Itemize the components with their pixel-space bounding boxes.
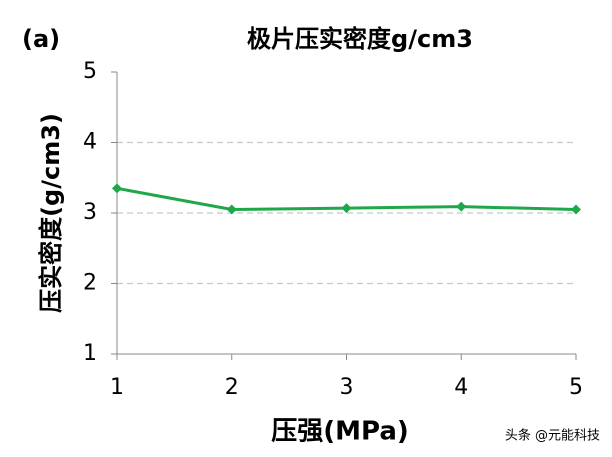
y-tick-label: 4 xyxy=(83,130,97,155)
data-point xyxy=(341,203,352,214)
chart-title: 极片压实密度g/cm3 xyxy=(247,25,473,53)
data-point xyxy=(571,204,581,215)
watermark: 头条 @元能科技 xyxy=(505,428,600,444)
y-tick-label: 5 xyxy=(83,59,97,84)
y-tick-label: 2 xyxy=(83,271,97,296)
x-tick-label: 4 xyxy=(454,375,468,400)
y-axis-label: 压实密度(g/cm3) xyxy=(37,113,65,313)
x-axis-label: 压强(MPa) xyxy=(271,417,409,447)
x-tick-label: 1 xyxy=(110,375,124,400)
data-point xyxy=(456,201,467,212)
panel-label: (a) xyxy=(22,25,60,53)
data-point xyxy=(112,183,122,194)
data-point xyxy=(226,204,237,215)
y-tick-label: 3 xyxy=(83,200,97,225)
y-tick-label: 1 xyxy=(83,341,97,366)
x-tick-label: 3 xyxy=(340,375,354,400)
x-tick-label: 5 xyxy=(569,375,583,400)
x-tick-label: 2 xyxy=(225,375,239,400)
